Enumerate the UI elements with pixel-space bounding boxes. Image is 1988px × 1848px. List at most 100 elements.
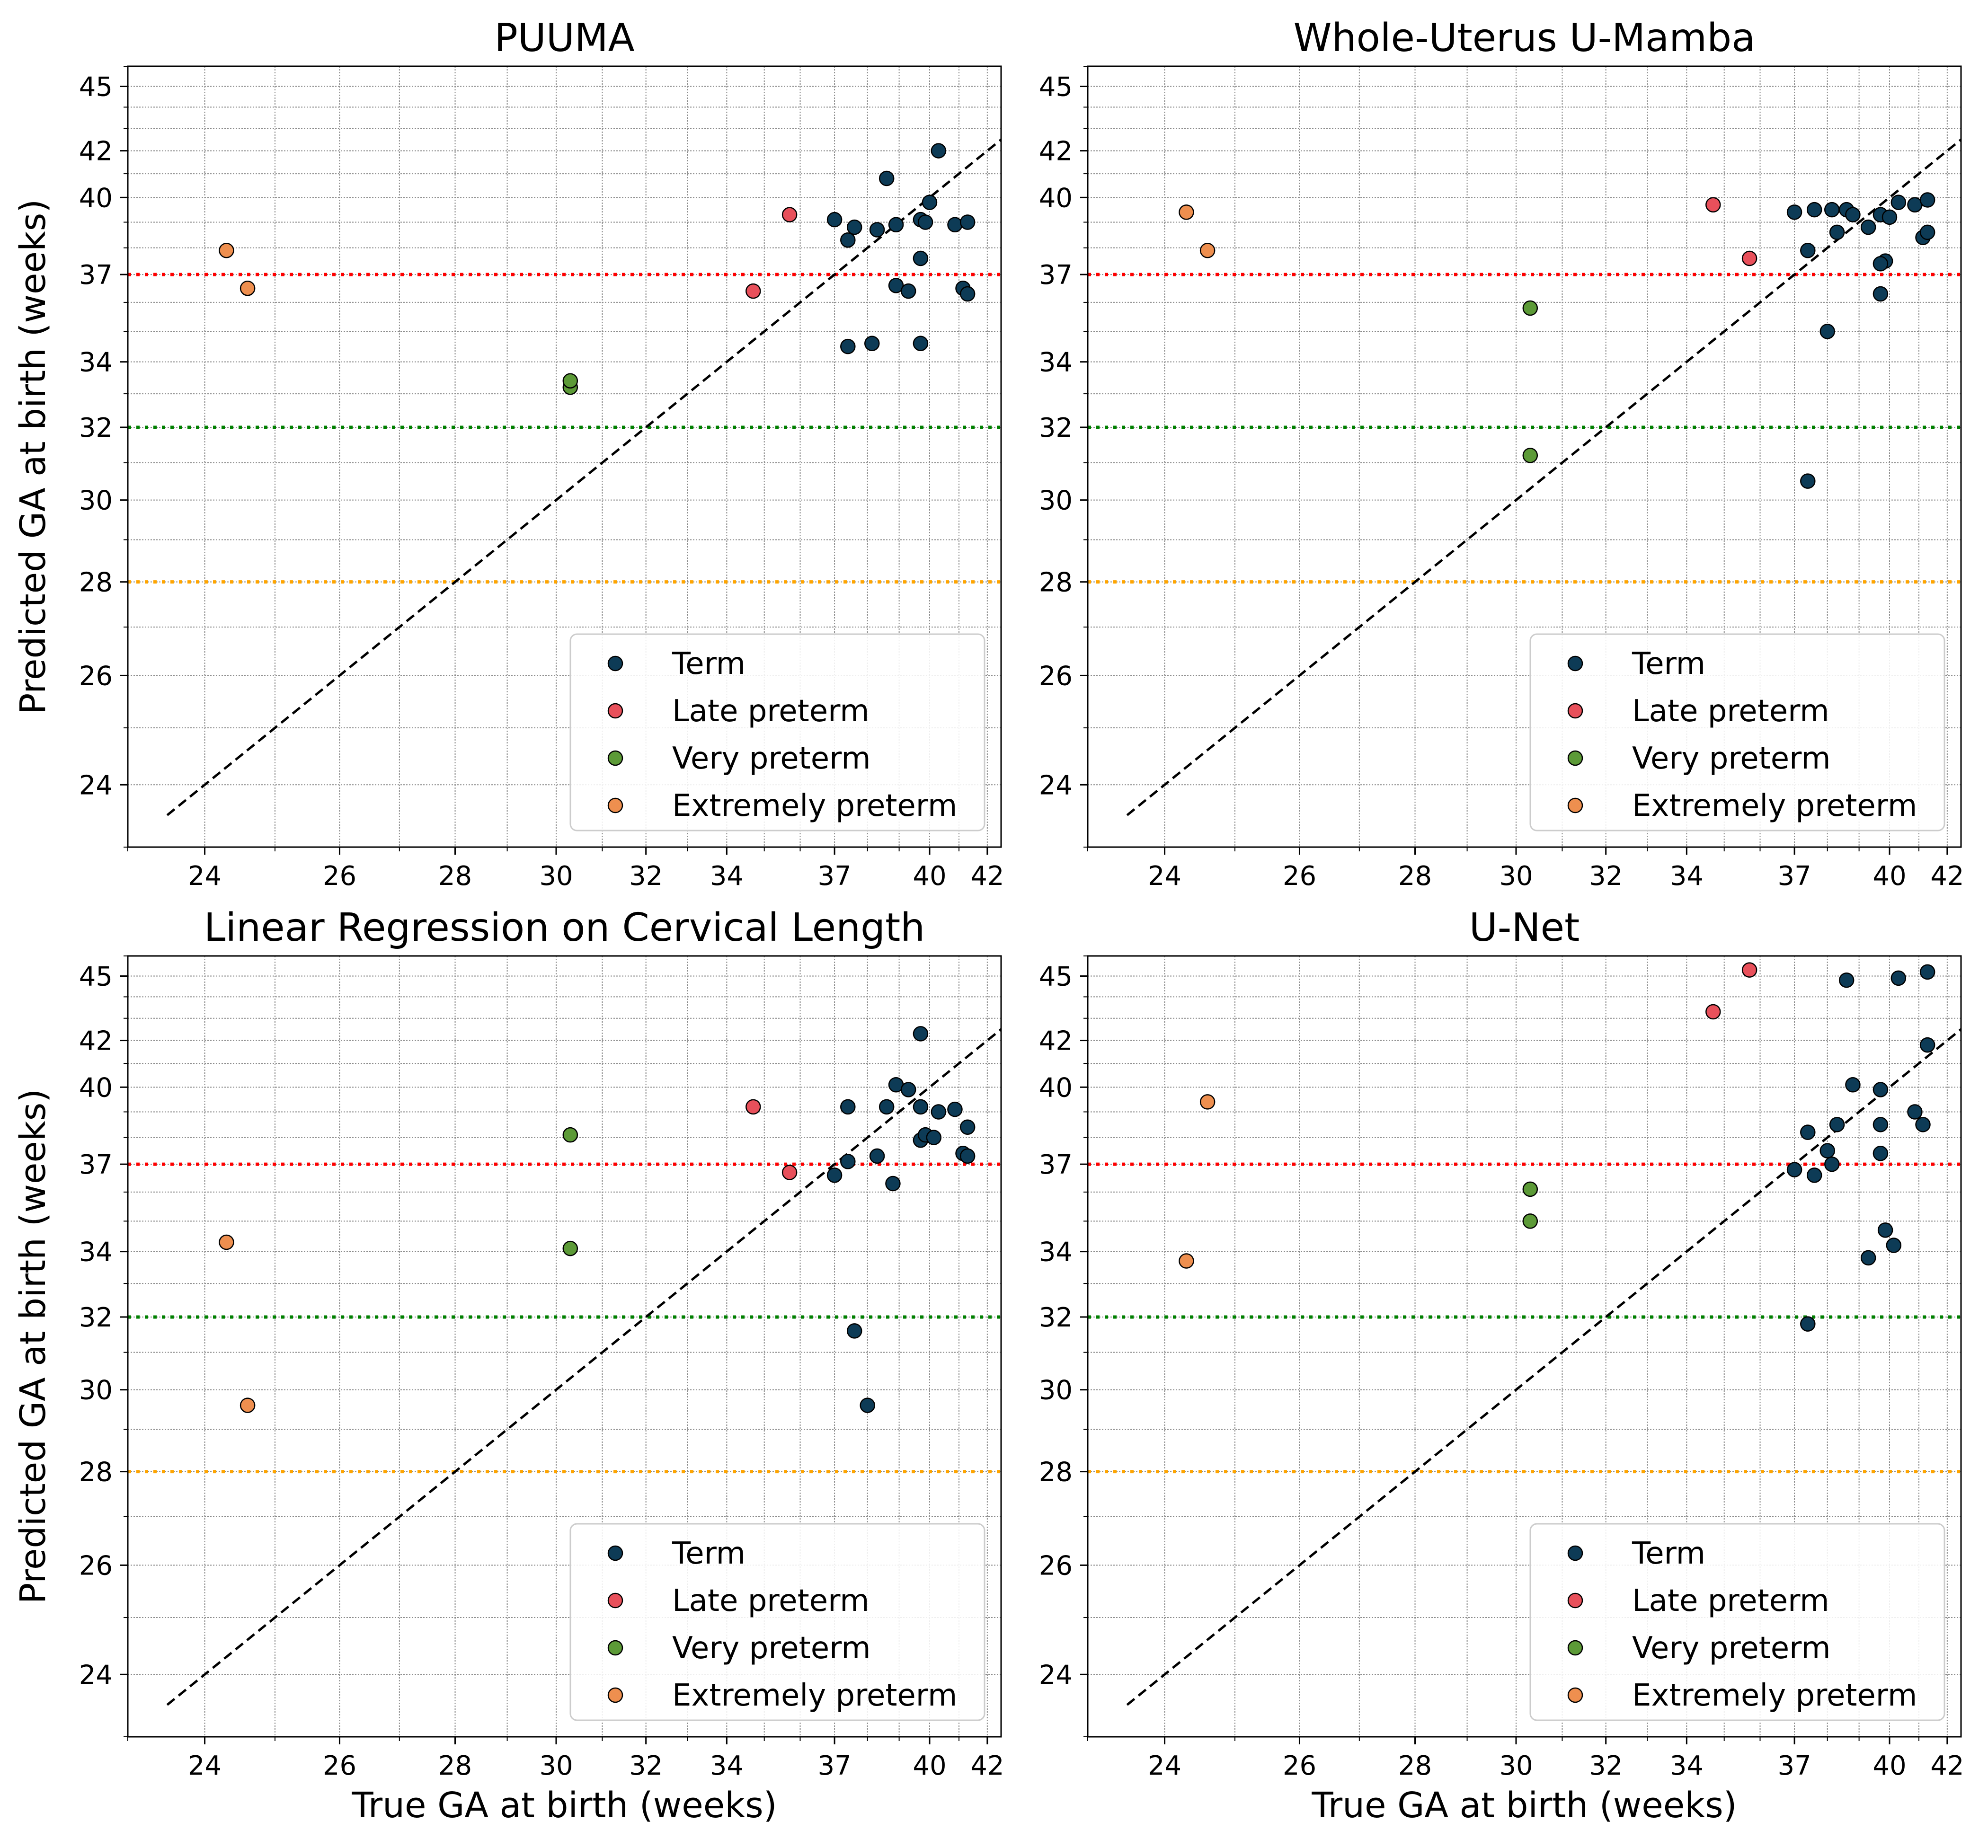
y-tick-label: 42 <box>79 136 113 167</box>
series-term <box>826 143 976 354</box>
legend-label-very-preterm: Very preterm <box>672 741 871 776</box>
point-term <box>1919 1037 1935 1053</box>
x-tick-label: 24 <box>1148 861 1181 892</box>
point-term <box>826 1167 843 1183</box>
y-tick-label: 30 <box>79 486 113 516</box>
point-term <box>1786 204 1802 220</box>
legend: Term Late preterm Very preterm Extremely pr… <box>1529 633 1945 831</box>
x-tick-label: 30 <box>539 1751 573 1781</box>
point-term <box>1806 202 1822 218</box>
point-term <box>1919 964 1935 980</box>
chart-title: PUUMA <box>494 16 634 61</box>
x-tick-label: 37 <box>817 861 851 892</box>
point-late-preterm <box>1741 962 1757 978</box>
y-tick-label: 24 <box>79 1660 113 1690</box>
point-late-preterm <box>781 1165 798 1180</box>
legend-label-extremely-preterm: Extremely preterm <box>1632 788 1917 823</box>
x-tick-label: 37 <box>1777 1751 1811 1781</box>
y-tick-label: 28 <box>1039 1457 1073 1488</box>
y-tick-label: 28 <box>79 567 113 598</box>
x-tick-label: 37 <box>817 1751 851 1781</box>
legend-marker-late-preterm <box>607 703 623 719</box>
y-tick-label: 34 <box>1039 347 1073 378</box>
x-tick-label: 42 <box>1930 1751 1964 1781</box>
point-term <box>1829 1117 1845 1132</box>
legend: Term Late preterm Very preterm Extremely pr… <box>1529 1523 1945 1721</box>
x-tick-label: 34 <box>1670 1751 1704 1781</box>
point-very-preterm <box>1522 1181 1538 1197</box>
point-extremely-preterm <box>219 242 234 258</box>
point-term <box>913 250 929 266</box>
series-very-preterm <box>1522 1181 1538 1229</box>
x-tick-label: 26 <box>323 1751 356 1781</box>
point-extremely-preterm <box>240 1397 256 1413</box>
y-axis-label: Predicted GA at birth (weeks) <box>13 199 53 714</box>
point-term <box>1886 1238 1902 1253</box>
series-very-preterm <box>562 1127 578 1256</box>
identity-line <box>1126 139 1961 816</box>
x-tick-label: 32 <box>629 1751 663 1781</box>
y-tick-label: 34 <box>79 347 113 378</box>
point-term <box>1819 1143 1835 1158</box>
series-extremely-preterm <box>1179 1094 1216 1269</box>
legend-marker-extremely-preterm <box>607 1687 623 1703</box>
legend-box <box>1529 633 1945 831</box>
point-term <box>840 232 856 248</box>
x-tick-label: 24 <box>188 861 222 892</box>
series-extremely-preterm <box>219 1234 256 1413</box>
y-tick-label: 26 <box>1039 661 1073 691</box>
point-term <box>879 170 895 186</box>
y-tick-label: 26 <box>1039 1550 1073 1581</box>
point-term <box>1860 1250 1876 1266</box>
legend-marker-extremely-preterm <box>607 797 623 813</box>
x-tick-label: 37 <box>1777 861 1811 892</box>
axes-frame <box>127 955 1002 1738</box>
x-tick-label: 32 <box>1589 1751 1623 1781</box>
axes-frame <box>1087 65 1962 848</box>
point-term <box>959 1119 976 1135</box>
legend-label-extremely-preterm: Extremely preterm <box>672 788 957 823</box>
legend-label-term: Term <box>1632 646 1705 681</box>
point-term <box>922 195 938 210</box>
legend-label-very-preterm: Very preterm <box>672 1631 871 1666</box>
point-term <box>1800 473 1816 489</box>
y-tick-label: 45 <box>1039 72 1073 103</box>
point-term <box>840 338 856 354</box>
y-tick-label: 32 <box>79 413 113 443</box>
y-tick-label: 40 <box>79 1072 113 1103</box>
legend-marker-term <box>1567 1545 1583 1561</box>
y-tick-label: 37 <box>1039 1149 1073 1180</box>
y-tick-label: 32 <box>1039 1302 1073 1333</box>
x-tick-label: 40 <box>913 1751 946 1781</box>
y-tick-label: 30 <box>1039 1375 1073 1406</box>
point-term <box>913 336 929 351</box>
point-late-preterm <box>781 207 798 222</box>
legend-marker-late-preterm <box>1567 1592 1583 1609</box>
point-extremely-preterm <box>1179 204 1194 220</box>
x-tick-label: 34 <box>710 861 744 892</box>
x-tick-label: 24 <box>188 1751 222 1781</box>
series-term <box>826 1026 976 1413</box>
legend-label-very-preterm: Very preterm <box>1632 741 1831 776</box>
plot-area <box>128 956 1001 1737</box>
series-extremely-preterm <box>1179 204 1216 258</box>
legend-label-late-preterm: Late preterm <box>672 694 870 729</box>
series-term <box>1786 964 1935 1332</box>
legend: Term Late preterm Very preterm Extremely pr… <box>569 633 985 831</box>
point-term <box>1800 1124 1816 1140</box>
y-tick-label: 30 <box>79 1375 113 1406</box>
legend: Term Late preterm Very preterm Extremely pr… <box>569 1523 985 1721</box>
series-extremely-preterm <box>219 242 256 296</box>
point-term <box>885 1176 901 1192</box>
point-term <box>1819 324 1835 339</box>
x-tick-label: 28 <box>438 861 472 892</box>
point-term <box>931 143 947 159</box>
point-extremely-preterm <box>219 1234 234 1250</box>
point-very-preterm <box>562 1127 578 1143</box>
legend-box <box>569 1523 985 1721</box>
plot-area <box>1088 66 1961 847</box>
legend-marker-term <box>607 655 623 672</box>
point-term <box>1890 195 1907 210</box>
x-tick-label: 32 <box>629 861 663 892</box>
point-term <box>900 283 916 299</box>
